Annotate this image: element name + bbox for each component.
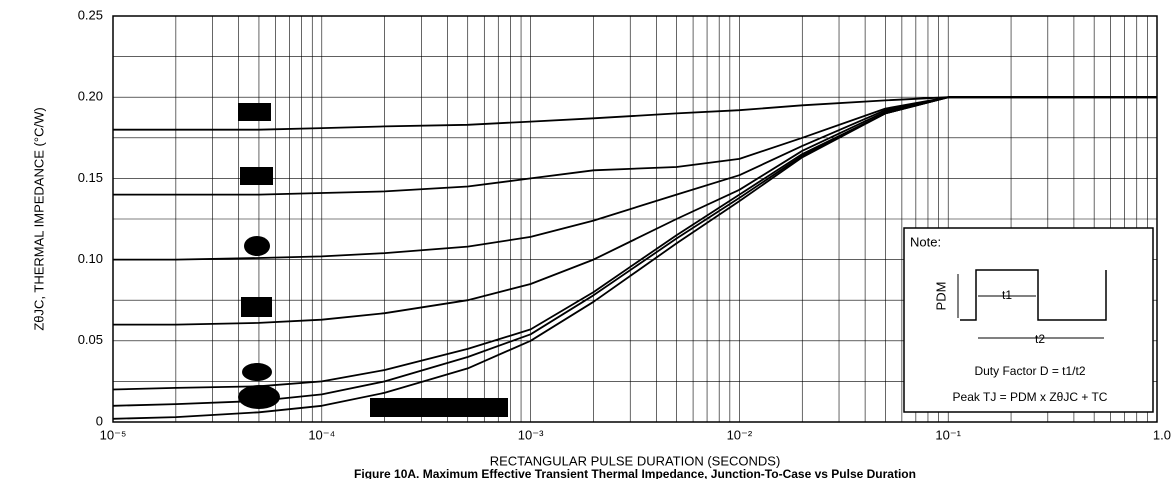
note-pdm: PDM: [933, 282, 948, 311]
note-duty: Duty Factor D = t1/t2: [974, 364, 1085, 378]
curve: [113, 96, 1157, 326]
pulse-diagram: [960, 269, 1107, 321]
x-tick-label: 10⁻⁵: [100, 427, 127, 442]
note-peak: Peak TJ = PDM x ZθJC + TC: [953, 390, 1108, 404]
curve: [112, 96, 1157, 420]
y-tick-label: 0.15: [78, 170, 103, 185]
curve: [113, 96, 1157, 131]
redaction: [240, 167, 273, 185]
curve: [113, 96, 1157, 196]
redaction: [241, 297, 272, 317]
y-tick-label: 0.25: [78, 7, 103, 22]
y-tick-label: 0.10: [78, 251, 103, 266]
chart-title: Figure 10A. Maximum Effective Transient …: [354, 467, 916, 479]
y-tick-label: 0.20: [78, 89, 103, 104]
redaction: [370, 398, 508, 417]
redaction: [244, 236, 270, 256]
redaction: [238, 103, 271, 121]
x-tick-label: 1.0: [1153, 427, 1171, 442]
x-tick-label: 10⁻²: [727, 427, 753, 442]
x-tick-label: 10⁻⁴: [308, 427, 335, 442]
x-tick-label: 10⁻¹: [935, 427, 961, 442]
curve: [113, 96, 1157, 261]
x-axis-label: RECTANGULAR PULSE DURATION (SECONDS): [490, 453, 781, 468]
x-tick-label: 10⁻³: [518, 427, 544, 442]
note-title: Note:: [910, 234, 941, 249]
redaction: [238, 385, 280, 409]
note-t1: t1: [1002, 288, 1012, 302]
redactions: [238, 103, 508, 417]
y-axis-label: ZθJC, THERMAL IMPEDANCE (°C/W): [31, 107, 46, 330]
note-t2: t2: [1035, 332, 1045, 346]
note-frame: [903, 227, 1154, 413]
y-tick-label: 0: [96, 413, 103, 428]
y-tick-label: 0.05: [78, 332, 103, 347]
redaction: [242, 363, 272, 381]
note-box: Note: PDM t1 t2 Duty Factor D = t1/t2 Pe…: [903, 227, 1154, 413]
